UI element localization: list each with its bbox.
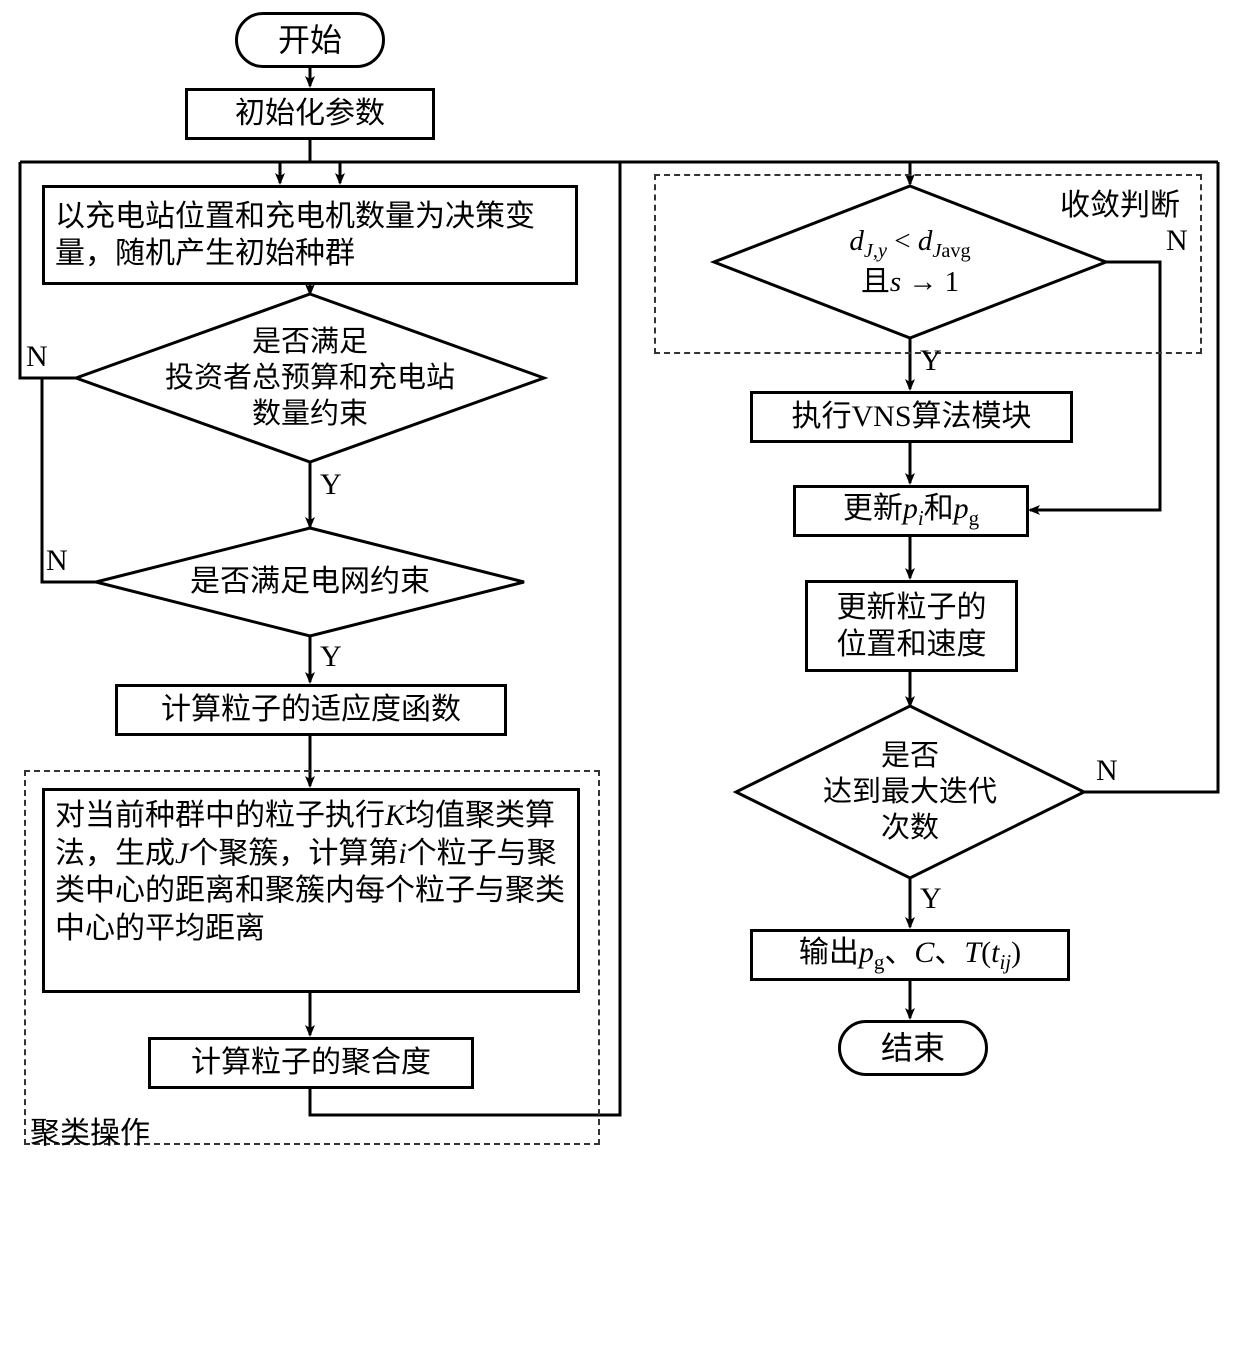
grid-constraint-text: 是否满足电网约束 <box>160 560 460 604</box>
label-n-maxiter: N <box>1096 754 1118 788</box>
init-params-node: 初始化参数 <box>185 88 435 140</box>
convergence-region-label: 收敛判断 <box>1060 180 1180 224</box>
label-y-maxiter: Y <box>920 882 942 916</box>
cluster-operation-label: 聚类操作 <box>30 1108 150 1152</box>
vns-module-node: 执行VNS算法模块 <box>750 391 1073 443</box>
output-node: 输出pg、C、T(tij) <box>750 929 1070 981</box>
start-node: 开始 <box>235 12 385 68</box>
label-y-budget: Y <box>320 468 342 502</box>
generate-population-node: 以充电站位置和充电机数量为决策变量，随机产生初始种群 <box>42 185 578 285</box>
calc-aggregation-node: 计算粒子的聚合度 <box>148 1037 474 1089</box>
max-iter-text: 是否达到最大迭代次数 <box>790 736 1030 848</box>
calc-fitness-node: 计算粒子的适应度函数 <box>115 684 507 736</box>
end-node: 结束 <box>838 1020 988 1076</box>
label-n-conv: N <box>1166 224 1188 258</box>
label-y-grid: Y <box>320 640 342 674</box>
label-n-budget: N <box>26 340 48 374</box>
convergence-check-text: dJ,y < dJavg且s → 1 <box>790 218 1030 306</box>
budget-constraint-text: 是否满足投资者总预算和充电站数量约束 <box>130 322 490 434</box>
label-n-grid: N <box>46 544 68 578</box>
update-p-node: 更新pi和pg <box>793 485 1029 537</box>
update-position-velocity-node: 更新粒子的位置和速度 <box>805 580 1018 672</box>
label-y-conv: Y <box>920 344 942 378</box>
kmeans-cluster-node: 对当前种群中的粒子执行K均值聚类算法，生成J个聚簇，计算第i个粒子与聚类中心的距… <box>42 788 580 993</box>
